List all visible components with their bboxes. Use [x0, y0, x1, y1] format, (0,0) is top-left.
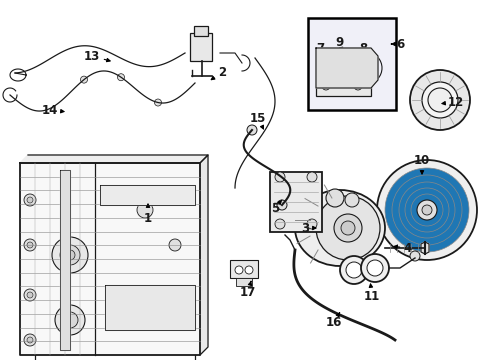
Circle shape	[410, 194, 442, 226]
Text: 9: 9	[335, 36, 344, 51]
Circle shape	[244, 266, 252, 274]
Circle shape	[24, 289, 36, 301]
Circle shape	[24, 334, 36, 346]
Circle shape	[321, 82, 329, 90]
Circle shape	[333, 214, 361, 242]
Text: 13: 13	[84, 49, 110, 63]
Circle shape	[62, 312, 78, 328]
Text: 17: 17	[240, 281, 256, 298]
Circle shape	[325, 60, 330, 66]
Circle shape	[416, 200, 436, 220]
Circle shape	[117, 74, 124, 81]
Bar	[236, 278, 251, 286]
Text: 14: 14	[42, 104, 64, 117]
Bar	[194, 26, 207, 36]
Polygon shape	[20, 163, 200, 355]
Bar	[315, 48, 370, 96]
Text: 6: 6	[391, 37, 403, 50]
Circle shape	[345, 193, 358, 207]
Circle shape	[27, 197, 33, 203]
Circle shape	[137, 307, 153, 323]
Polygon shape	[100, 185, 195, 205]
Circle shape	[376, 160, 476, 260]
Text: 8: 8	[358, 41, 366, 54]
Circle shape	[276, 200, 286, 210]
Circle shape	[339, 256, 367, 284]
Bar	[190, 33, 212, 61]
Circle shape	[235, 266, 243, 274]
Circle shape	[325, 189, 343, 207]
Circle shape	[274, 172, 285, 182]
Circle shape	[391, 175, 461, 245]
Circle shape	[306, 219, 316, 229]
Text: 10: 10	[413, 153, 429, 174]
Text: 3: 3	[300, 221, 315, 234]
Circle shape	[246, 125, 257, 135]
Text: 1: 1	[143, 204, 152, 225]
Text: 4: 4	[393, 242, 411, 255]
Circle shape	[340, 221, 354, 235]
Circle shape	[24, 239, 36, 251]
Circle shape	[154, 99, 161, 106]
Circle shape	[384, 168, 468, 252]
Ellipse shape	[315, 196, 379, 260]
Circle shape	[27, 242, 33, 248]
Circle shape	[27, 292, 33, 298]
Bar	[307, 18, 395, 110]
Polygon shape	[315, 48, 377, 88]
Polygon shape	[60, 170, 70, 350]
Text: 12: 12	[441, 95, 463, 108]
Ellipse shape	[294, 190, 384, 266]
Polygon shape	[200, 155, 207, 355]
Circle shape	[398, 182, 454, 238]
Circle shape	[421, 82, 457, 118]
Circle shape	[353, 60, 358, 66]
Text: 15: 15	[249, 112, 265, 129]
Circle shape	[81, 76, 87, 83]
Polygon shape	[20, 155, 207, 163]
Circle shape	[274, 219, 285, 229]
Circle shape	[323, 58, 332, 68]
Circle shape	[55, 305, 85, 335]
Circle shape	[421, 205, 431, 215]
Circle shape	[60, 245, 80, 265]
Circle shape	[338, 60, 343, 66]
Text: 7: 7	[315, 41, 328, 54]
Text: 2: 2	[211, 66, 225, 80]
Circle shape	[306, 172, 316, 182]
Circle shape	[353, 82, 361, 90]
Circle shape	[346, 262, 361, 278]
Circle shape	[137, 202, 153, 218]
Text: 16: 16	[325, 312, 342, 328]
Circle shape	[27, 337, 33, 343]
Text: 11: 11	[363, 284, 379, 302]
Polygon shape	[420, 242, 428, 254]
Circle shape	[427, 88, 451, 112]
Text: 5: 5	[270, 200, 281, 215]
Circle shape	[366, 260, 382, 276]
Circle shape	[404, 188, 448, 232]
Bar	[269, 172, 321, 232]
Circle shape	[409, 251, 419, 261]
Bar	[229, 260, 258, 278]
Circle shape	[52, 237, 88, 273]
Circle shape	[335, 58, 346, 68]
Circle shape	[65, 250, 75, 260]
Polygon shape	[105, 285, 195, 330]
Circle shape	[169, 239, 181, 251]
Circle shape	[360, 254, 388, 282]
Circle shape	[350, 58, 360, 68]
Circle shape	[409, 70, 469, 130]
Circle shape	[24, 194, 36, 206]
